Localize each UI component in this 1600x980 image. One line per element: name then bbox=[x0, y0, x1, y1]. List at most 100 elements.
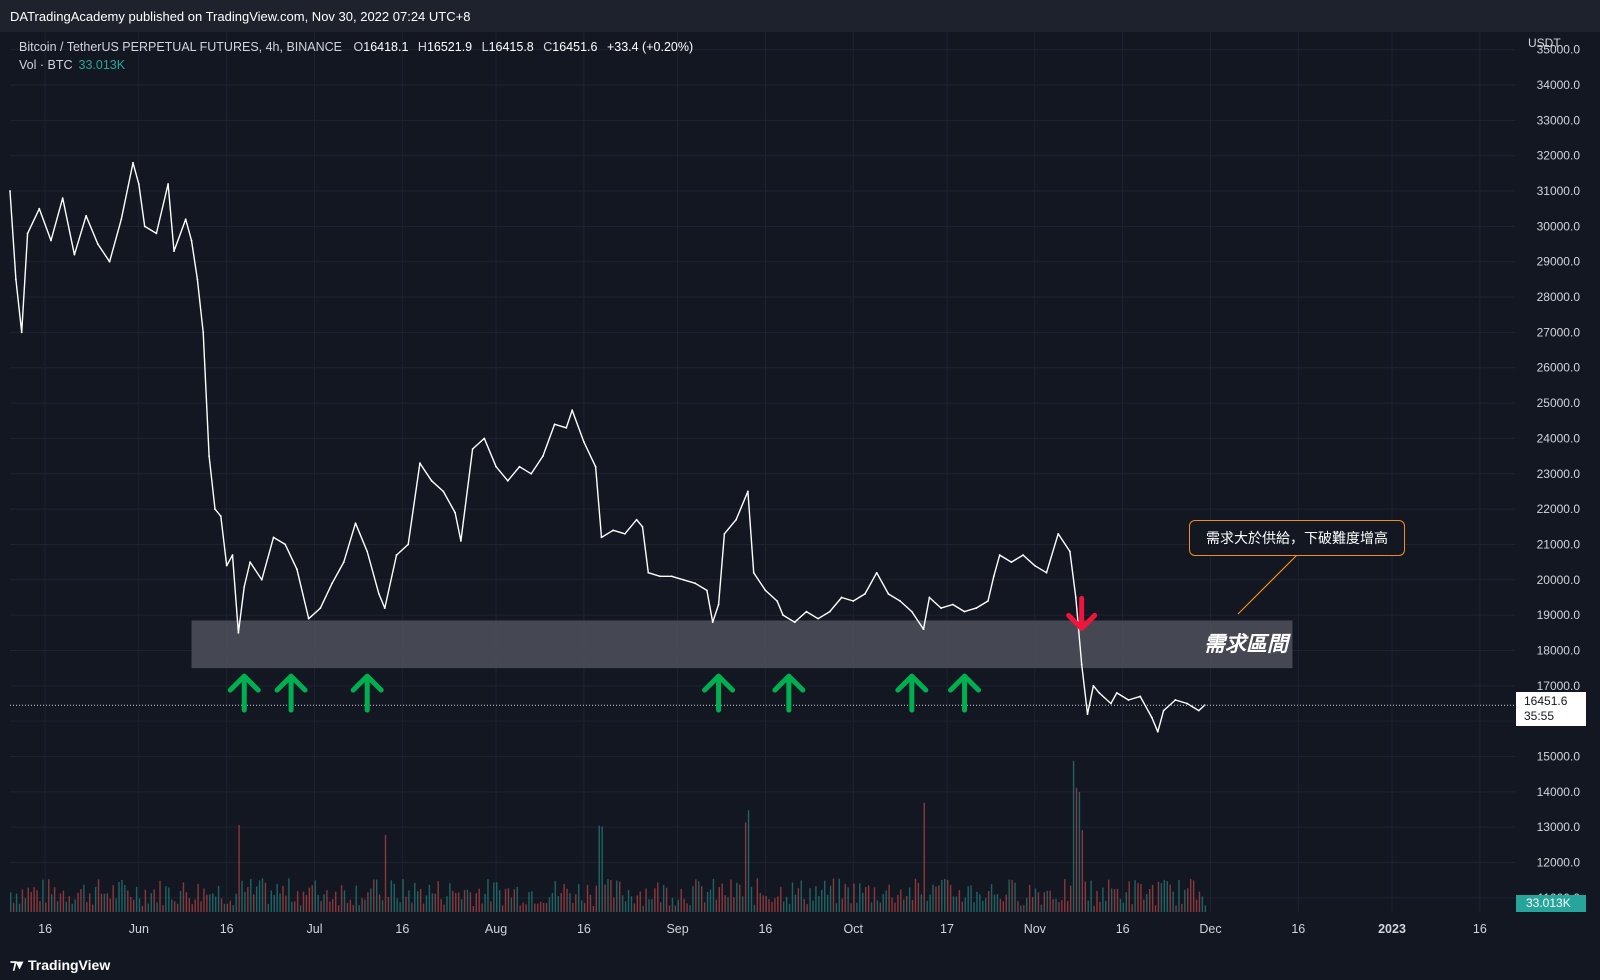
volume-bar bbox=[12, 902, 15, 912]
price-point bbox=[541, 455, 544, 457]
volume-bar bbox=[1163, 879, 1166, 912]
legend-volume-label[interactable]: Vol · BTC bbox=[19, 58, 73, 72]
price-point bbox=[641, 525, 644, 528]
volume-bar bbox=[399, 902, 401, 912]
price-point bbox=[442, 490, 445, 493]
volume-bar bbox=[1184, 889, 1186, 912]
volume-bar bbox=[604, 884, 606, 912]
price-point bbox=[143, 225, 146, 228]
volume-bar bbox=[405, 896, 407, 912]
price-point bbox=[899, 600, 902, 602]
price-point bbox=[319, 607, 322, 609]
tradingview-brand[interactable]: ⁊▾ TradingView bbox=[10, 956, 110, 973]
volume-bar bbox=[607, 878, 609, 912]
price-point bbox=[600, 536, 603, 539]
volume-bar bbox=[422, 903, 425, 912]
volume-bar bbox=[358, 905, 360, 912]
price-point bbox=[1086, 713, 1089, 715]
volume-bar bbox=[311, 885, 313, 912]
legend-symbol[interactable]: Bitcoin / TetherUS PERPETUAL FUTURES, 4h… bbox=[19, 40, 343, 54]
price-point bbox=[717, 603, 720, 606]
volume-bar bbox=[791, 882, 794, 912]
volume-bar bbox=[668, 905, 671, 912]
volume-bar bbox=[1128, 881, 1130, 912]
volume-bar bbox=[557, 895, 559, 912]
volume-bar bbox=[982, 900, 984, 912]
price-point bbox=[38, 207, 41, 210]
volume-bar bbox=[993, 894, 996, 912]
volume-bar bbox=[238, 825, 240, 912]
price-point bbox=[108, 260, 111, 263]
volume-tag: 33.013K bbox=[1516, 895, 1586, 912]
volume-bar bbox=[390, 880, 393, 912]
volume-bar bbox=[1157, 881, 1160, 912]
volume-bar bbox=[144, 889, 147, 912]
price-chart[interactable]: 35000.0 34000.0 33000.0 32000.0 31000.0 30000… bbox=[0, 32, 1600, 946]
volume-bar bbox=[1175, 905, 1177, 912]
price-point bbox=[1033, 564, 1036, 567]
volume-bar bbox=[343, 890, 346, 912]
volume-bar bbox=[516, 886, 518, 912]
volume-bar bbox=[1014, 882, 1016, 912]
y-tick-label: 28000.0 bbox=[1537, 290, 1581, 304]
volume-bar bbox=[33, 887, 35, 912]
volume-bar bbox=[314, 880, 316, 912]
price-point bbox=[383, 607, 386, 609]
price-point bbox=[495, 465, 497, 468]
legend-change: +33.4 (+0.20%) bbox=[606, 40, 694, 54]
volume-bar bbox=[698, 881, 700, 912]
volume-bar bbox=[147, 903, 150, 912]
price-point bbox=[1162, 709, 1165, 712]
volume-bar bbox=[130, 896, 132, 912]
volume-bar bbox=[276, 884, 278, 912]
volume-bar bbox=[109, 898, 111, 912]
volume-bar bbox=[586, 884, 589, 912]
price-axis-currency[interactable]: USDT bbox=[1528, 36, 1561, 50]
footer: ⁊▾ TradingView bbox=[0, 946, 1600, 980]
volume-bar bbox=[686, 903, 688, 912]
volume-bar bbox=[138, 898, 141, 912]
volume-bar bbox=[364, 899, 366, 912]
volume-bar bbox=[361, 898, 363, 912]
volume-bar bbox=[253, 894, 255, 912]
volume-bar bbox=[762, 895, 764, 912]
volume-bar bbox=[870, 902, 873, 912]
last-price-tag: 16451.6 35:55 bbox=[1516, 692, 1586, 726]
volume-bar bbox=[528, 892, 530, 912]
volume-bar bbox=[976, 891, 978, 912]
volume-bar bbox=[610, 879, 612, 912]
volume-bar bbox=[721, 883, 723, 912]
price-point bbox=[998, 554, 1001, 556]
price-point bbox=[553, 423, 556, 426]
price-point bbox=[782, 614, 784, 617]
volume-bar bbox=[979, 894, 981, 912]
volume-bar bbox=[367, 892, 369, 912]
y-tick-label: 33000.0 bbox=[1537, 113, 1581, 127]
volume-bar bbox=[1110, 888, 1113, 912]
volume-bar bbox=[53, 887, 56, 912]
volume-bar bbox=[1181, 903, 1183, 912]
price-point bbox=[518, 465, 521, 468]
price-point bbox=[887, 593, 890, 595]
volume-bar bbox=[1113, 889, 1116, 912]
volume-bar bbox=[127, 890, 129, 912]
legend-volume-row: Vol · BTC 33.013K bbox=[19, 56, 693, 74]
volume-bar bbox=[958, 890, 961, 912]
up-arrow-icon bbox=[895, 673, 929, 713]
price-point bbox=[202, 331, 205, 334]
volume-bar bbox=[534, 903, 536, 912]
volume-bar bbox=[747, 810, 750, 912]
price-point bbox=[378, 593, 380, 595]
volume-bar bbox=[1020, 905, 1022, 912]
y-tick-label: 31000.0 bbox=[1537, 184, 1581, 198]
volume-bar bbox=[788, 903, 791, 912]
volume-bar bbox=[214, 896, 217, 912]
volume-bar bbox=[967, 886, 969, 912]
volume-bar bbox=[83, 884, 85, 912]
up-arrow-icon bbox=[350, 673, 384, 713]
y-tick-label: 23000.0 bbox=[1537, 467, 1581, 481]
volume-bar bbox=[74, 899, 76, 912]
volume-bar bbox=[299, 905, 302, 912]
legend-close: 16451.6 bbox=[552, 40, 598, 54]
legend-low-label: L bbox=[481, 40, 489, 54]
